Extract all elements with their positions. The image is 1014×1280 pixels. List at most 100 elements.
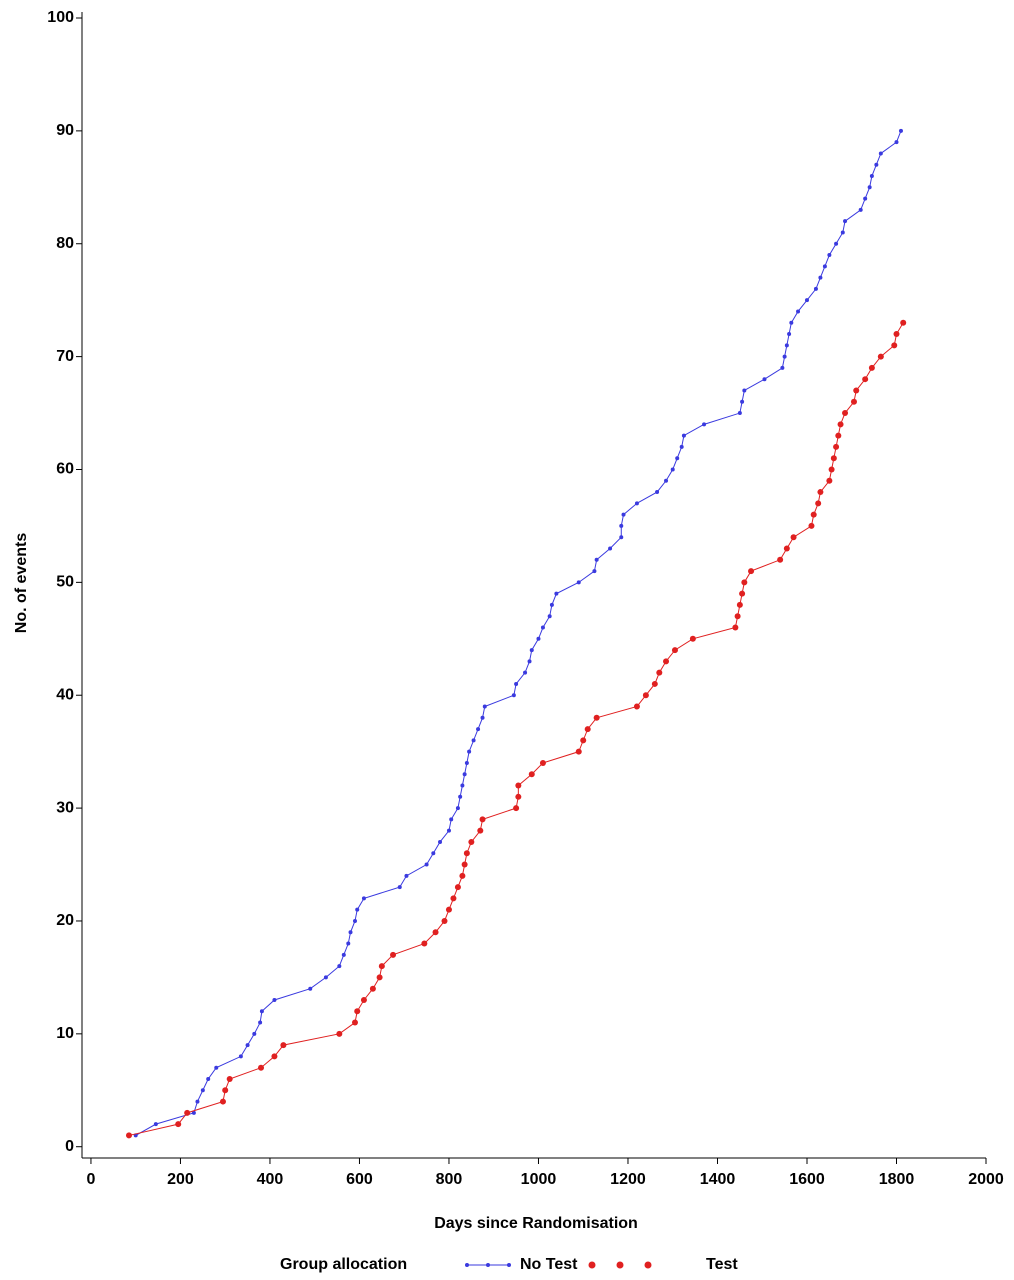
legend-marker — [507, 1263, 511, 1267]
point — [681, 433, 686, 438]
point — [351, 1019, 358, 1026]
x-axis-label: Days since Randomisation — [434, 1215, 638, 1232]
y-tick-label: 30 — [56, 799, 74, 816]
point — [527, 659, 532, 664]
point — [796, 309, 801, 314]
point — [477, 827, 484, 834]
point — [459, 872, 466, 879]
point — [608, 546, 613, 551]
point — [458, 794, 463, 799]
point — [592, 569, 597, 574]
point — [441, 917, 448, 924]
y-tick-label: 0 — [65, 1138, 74, 1155]
x-tick-label: 1600 — [789, 1171, 825, 1188]
point — [900, 319, 907, 326]
point — [858, 207, 863, 212]
point — [455, 806, 460, 811]
point — [594, 557, 599, 562]
point — [153, 1122, 158, 1127]
point — [529, 648, 534, 653]
point — [460, 783, 465, 788]
point — [214, 1065, 219, 1070]
point — [175, 1121, 182, 1128]
x-tick-label: 2000 — [968, 1171, 1004, 1188]
point — [222, 1087, 229, 1094]
point — [513, 805, 520, 812]
point — [663, 658, 670, 665]
point — [835, 432, 842, 439]
point — [671, 647, 678, 654]
point — [323, 975, 328, 980]
point — [784, 343, 789, 348]
point — [346, 941, 351, 946]
y-tick-label: 100 — [47, 9, 74, 26]
point — [840, 230, 845, 235]
point — [271, 1053, 278, 1060]
point — [480, 715, 485, 720]
point — [467, 749, 472, 754]
point — [894, 140, 899, 145]
point — [355, 907, 360, 912]
point — [748, 568, 755, 575]
legend-marker — [644, 1261, 652, 1269]
x-tick-label: 800 — [436, 1171, 463, 1188]
point — [424, 862, 429, 867]
legend-label: Test — [706, 1256, 738, 1273]
point — [515, 782, 522, 789]
point — [376, 974, 383, 981]
point — [670, 467, 675, 472]
point — [200, 1088, 205, 1093]
x-tick-label: 400 — [257, 1171, 284, 1188]
point — [463, 850, 470, 857]
point — [867, 185, 872, 190]
x-tick-label: 1200 — [610, 1171, 646, 1188]
point — [421, 940, 428, 947]
point — [741, 579, 748, 586]
point — [777, 556, 784, 563]
legend-label: No Test — [520, 1256, 578, 1273]
point — [828, 466, 835, 473]
point — [651, 680, 658, 687]
point — [191, 1110, 196, 1115]
point — [432, 929, 439, 936]
point — [547, 614, 552, 619]
point — [450, 895, 457, 902]
point — [619, 523, 624, 528]
y-tick-label: 10 — [56, 1025, 74, 1042]
point — [580, 737, 587, 744]
point — [804, 298, 809, 303]
point — [184, 1109, 191, 1116]
point — [863, 196, 868, 201]
legend-title: Group allocation — [280, 1256, 407, 1273]
point — [348, 930, 353, 935]
point — [308, 986, 313, 991]
point — [369, 985, 376, 992]
point — [734, 613, 741, 620]
point — [397, 885, 402, 890]
point — [822, 264, 827, 269]
point — [575, 748, 582, 755]
point — [810, 511, 817, 518]
point — [732, 624, 739, 631]
point — [837, 421, 844, 428]
point — [642, 692, 649, 699]
point — [360, 996, 367, 1003]
point — [462, 772, 467, 777]
point — [830, 455, 837, 462]
point — [471, 738, 476, 743]
series-line — [135, 130, 902, 1136]
y-tick-label: 60 — [56, 461, 74, 478]
legend-marker — [465, 1263, 469, 1267]
point — [834, 241, 839, 246]
point — [378, 963, 385, 970]
point — [454, 884, 461, 891]
point — [818, 275, 823, 280]
point — [258, 1064, 265, 1071]
legend-marker — [588, 1261, 596, 1269]
point — [539, 759, 546, 766]
point — [272, 997, 277, 1002]
point — [523, 670, 528, 675]
point — [869, 174, 874, 179]
point — [874, 162, 879, 167]
